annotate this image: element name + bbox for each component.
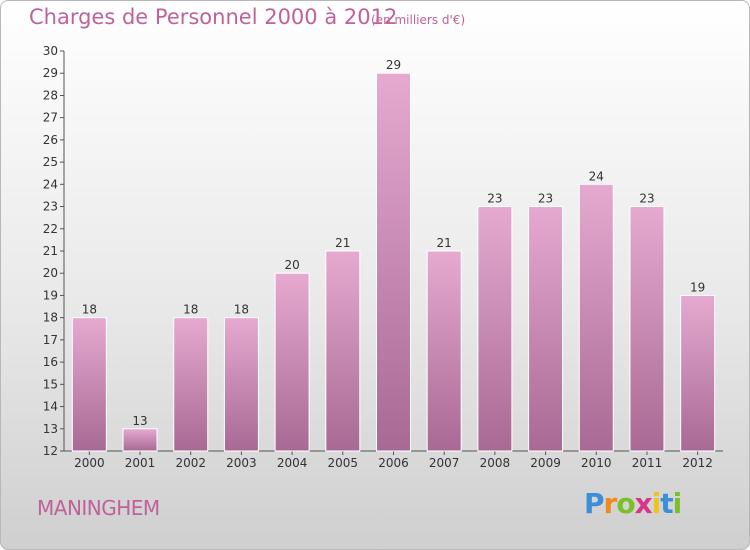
bar bbox=[629, 206, 665, 452]
logo-letter: r bbox=[603, 487, 618, 520]
y-tick-label: 14 bbox=[43, 400, 58, 414]
y-tick-label: 30 bbox=[43, 44, 58, 58]
y-tick-label: 21 bbox=[43, 244, 58, 258]
logo-letter: t bbox=[660, 487, 673, 520]
x-tick-label: 2010 bbox=[581, 456, 612, 470]
bar-value-label: 24 bbox=[589, 169, 604, 183]
bar bbox=[477, 206, 513, 452]
bar-value-label: 21 bbox=[437, 236, 452, 250]
data-labels: 18 13 18 18 20 21 29 21 23 23 24 23 19 bbox=[82, 58, 706, 428]
y-tick-label: 22 bbox=[43, 222, 58, 236]
bar bbox=[680, 294, 716, 452]
x-tick-label: 2004 bbox=[277, 456, 308, 470]
y-tick-label: 24 bbox=[43, 177, 58, 191]
bar-value-label: 23 bbox=[639, 192, 654, 206]
x-tick-label: 2009 bbox=[530, 456, 561, 470]
x-tick-label: 2012 bbox=[682, 456, 713, 470]
logo-letter: i bbox=[672, 487, 683, 520]
y-tick-label: 12 bbox=[43, 444, 58, 458]
y-tick-label: 18 bbox=[43, 311, 58, 325]
bar-value-label: 21 bbox=[335, 236, 350, 250]
y-tick-label: 25 bbox=[43, 155, 58, 169]
chart-title: Charges de Personnel 2000 à 2012 bbox=[29, 5, 398, 29]
y-tick-label: 28 bbox=[43, 88, 58, 102]
bar-value-label: 19 bbox=[690, 280, 705, 294]
x-tick-label: 2003 bbox=[226, 456, 257, 470]
x-tick-label: 2001 bbox=[125, 456, 156, 470]
x-tick-label: 2008 bbox=[480, 456, 511, 470]
x-tick-label: 2011 bbox=[632, 456, 663, 470]
y-tick-label: 13 bbox=[43, 422, 58, 436]
y-tick-label: 19 bbox=[43, 288, 58, 302]
bar-value-label: 23 bbox=[538, 192, 553, 206]
bar-value-label: 18 bbox=[183, 303, 198, 317]
bar bbox=[274, 272, 310, 452]
bar bbox=[223, 317, 259, 452]
bars bbox=[71, 72, 716, 452]
logo-letter: P bbox=[584, 487, 605, 520]
bar-value-label: 29 bbox=[386, 58, 401, 72]
bar-value-label: 20 bbox=[284, 258, 299, 272]
bar bbox=[122, 428, 158, 452]
bar bbox=[71, 317, 107, 452]
y-tick-label: 27 bbox=[43, 111, 58, 125]
bar bbox=[426, 250, 462, 452]
bar bbox=[376, 72, 411, 452]
y-tick-label: 29 bbox=[43, 66, 58, 80]
logo-letter: i bbox=[651, 487, 662, 520]
axes: 12 13 14 15 16 17 18 19 20 21 22 23 24 25 26 27 28 29 30 20… bbox=[43, 44, 723, 470]
x-tick-label: 2000 bbox=[74, 456, 105, 470]
proxiti-logo[interactable]: Proxiti bbox=[584, 487, 683, 520]
y-tick-label: 16 bbox=[43, 355, 58, 369]
bar bbox=[325, 250, 361, 452]
bar bbox=[528, 206, 564, 452]
y-tick-label: 17 bbox=[43, 333, 58, 347]
logo-letter: x bbox=[634, 487, 653, 520]
bar bbox=[173, 317, 209, 452]
x-tick-label: 2002 bbox=[175, 456, 206, 470]
bar-value-label: 18 bbox=[234, 303, 249, 317]
y-tick-label: 15 bbox=[43, 377, 58, 391]
x-tick-label: 2007 bbox=[429, 456, 460, 470]
y-tick-label: 26 bbox=[43, 133, 58, 147]
bar-value-label: 23 bbox=[487, 192, 502, 206]
chart-subtitle: (en milliers d'€) bbox=[371, 13, 466, 27]
y-tick-label: 20 bbox=[43, 266, 58, 280]
x-tick-label: 2005 bbox=[328, 456, 359, 470]
bar-value-label: 18 bbox=[82, 303, 97, 317]
bar bbox=[578, 183, 614, 452]
x-tick-label: 2006 bbox=[378, 456, 409, 470]
bar-value-label: 13 bbox=[132, 414, 147, 428]
city-name: MANINGHEM bbox=[37, 496, 160, 520]
logo-letter: o bbox=[616, 487, 635, 520]
y-tick-label: 23 bbox=[43, 200, 58, 214]
